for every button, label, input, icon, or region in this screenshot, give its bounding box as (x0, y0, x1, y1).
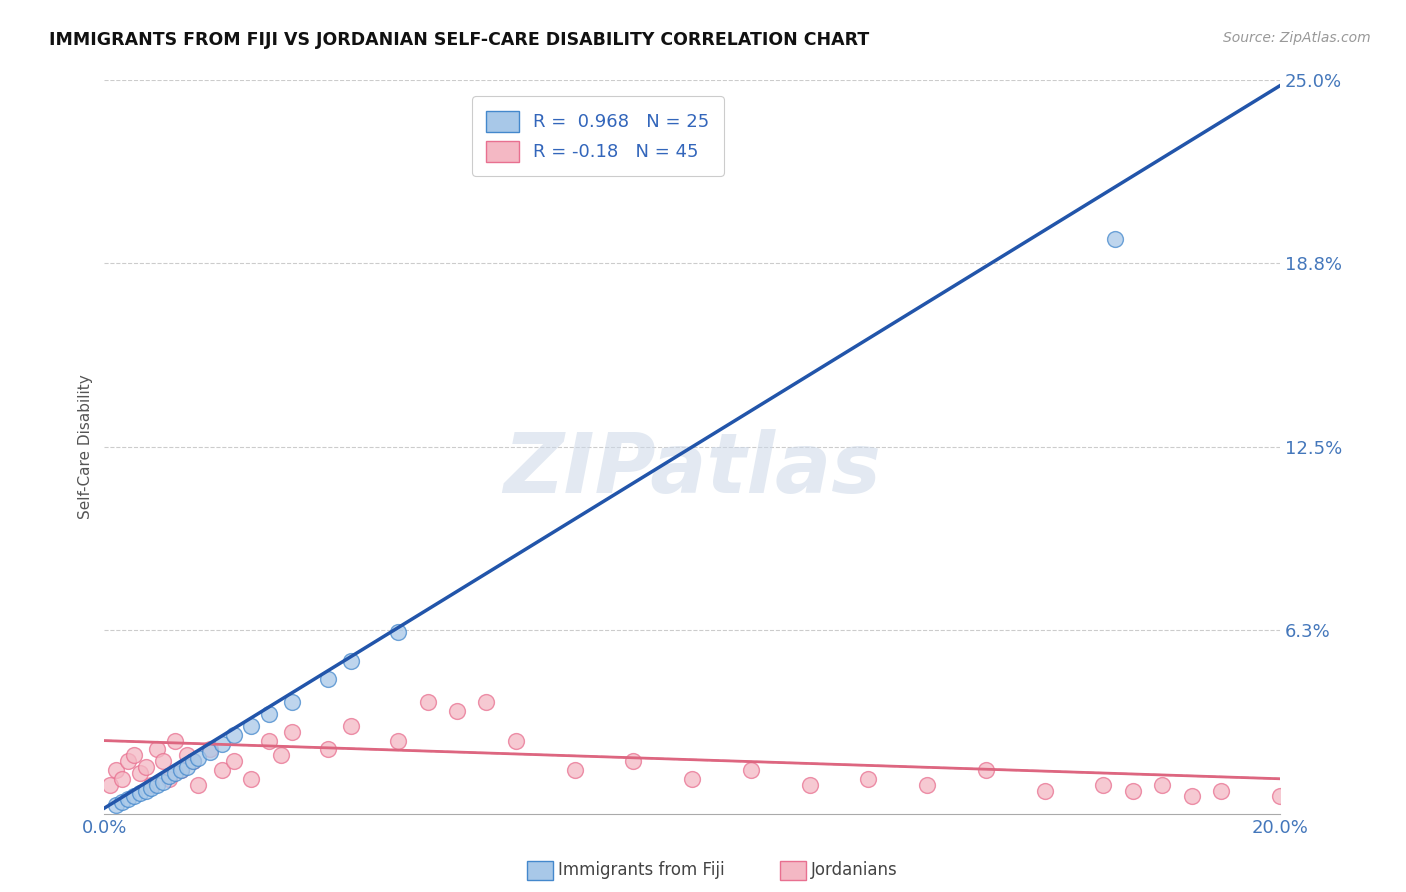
Point (446, 704, 468, 718)
Point (211, 737, 233, 751)
Legend: R =  0.968   N = 25, R = -0.18   N = 45: R = 0.968 N = 25, R = -0.18 N = 45 (472, 96, 724, 176)
Y-axis label: Self-Care Disability: Self-Care Disability (79, 375, 93, 519)
Text: Immigrants from Fiji: Immigrants from Fiji (558, 861, 725, 879)
Point (157, 772, 180, 786)
Point (141, 780, 163, 795)
Point (475, 695, 498, 709)
Point (111, 772, 134, 786)
Point (211, 763, 233, 777)
Point (98, 778, 121, 792)
Point (141, 778, 163, 792)
Point (170, 763, 193, 777)
Point (240, 772, 263, 786)
Point (222, 728, 245, 742)
Point (105, 763, 128, 777)
Point (416, 695, 439, 709)
Point (152, 754, 174, 768)
Point (181, 754, 204, 768)
Point (915, 778, 938, 792)
Point (122, 748, 145, 763)
Point (740, 763, 762, 777)
Point (187, 778, 209, 792)
Point (1268, 789, 1291, 804)
Point (1104, 231, 1126, 245)
Point (128, 765, 150, 780)
Point (681, 772, 703, 786)
Text: ZIPatlas: ZIPatlas (503, 428, 882, 509)
Point (146, 742, 169, 756)
Point (1152, 778, 1174, 792)
Point (134, 783, 156, 797)
Point (1033, 783, 1056, 797)
Point (974, 763, 997, 777)
Point (198, 742, 221, 756)
Text: Source: ZipAtlas.com: Source: ZipAtlas.com (1223, 31, 1371, 45)
Point (198, 745, 221, 759)
Point (134, 760, 156, 774)
Point (1092, 778, 1115, 792)
Point (152, 774, 174, 789)
Point (163, 733, 186, 747)
Point (340, 654, 363, 668)
Point (387, 733, 409, 747)
Text: IMMIGRANTS FROM FIJI VS JORDANIAN SELF-CARE DISABILITY CORRELATION CHART: IMMIGRANTS FROM FIJI VS JORDANIAN SELF-C… (49, 31, 869, 49)
Point (316, 742, 339, 756)
Point (281, 695, 304, 709)
Point (799, 778, 821, 792)
Point (105, 798, 128, 813)
Point (1122, 783, 1144, 797)
Point (222, 754, 245, 768)
Point (505, 733, 527, 747)
Point (117, 792, 139, 806)
Point (1209, 783, 1232, 797)
Point (257, 733, 280, 747)
Point (621, 754, 644, 768)
Point (111, 795, 134, 809)
Point (117, 754, 139, 768)
Point (387, 624, 409, 639)
Point (128, 787, 150, 801)
Point (270, 748, 292, 763)
Point (340, 719, 363, 733)
Point (316, 672, 339, 686)
Point (858, 772, 880, 786)
Point (181, 754, 204, 768)
Point (257, 707, 280, 722)
Point (187, 751, 209, 765)
Point (564, 763, 586, 777)
Point (1180, 789, 1202, 804)
Point (122, 789, 145, 804)
Point (281, 724, 304, 739)
Point (146, 778, 169, 792)
Point (170, 763, 193, 777)
Text: Jordanians: Jordanians (811, 861, 898, 879)
Point (240, 719, 263, 733)
Point (157, 769, 180, 783)
Point (176, 760, 198, 774)
Point (163, 765, 186, 780)
Point (176, 748, 198, 763)
